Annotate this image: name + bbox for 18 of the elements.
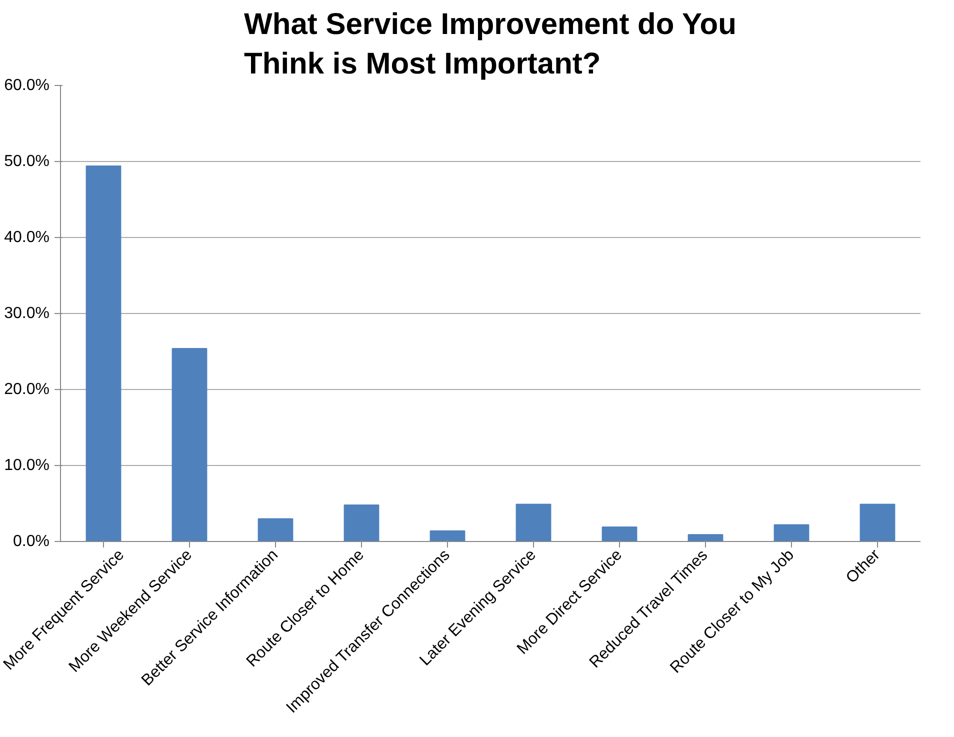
- y-tick-label: 0.0%: [13, 533, 50, 550]
- bar: [258, 518, 294, 542]
- y-tick-label: 50.0%: [4, 153, 50, 170]
- bar: [86, 166, 122, 542]
- y-tick-label: 20.0%: [4, 381, 50, 398]
- bar: [172, 348, 208, 542]
- bar: [774, 524, 810, 542]
- bar: [602, 526, 638, 542]
- bar: [688, 534, 724, 542]
- y-tick-label: 60.0%: [4, 77, 50, 94]
- y-tick-label: 10.0%: [4, 457, 50, 474]
- bar: [430, 530, 466, 542]
- bar: [860, 504, 896, 542]
- bar: [516, 504, 552, 542]
- y-tick-label: 30.0%: [4, 305, 50, 322]
- y-tick-label: 40.0%: [4, 229, 50, 246]
- bar: [344, 504, 380, 542]
- chart-title: What Service Improvement do You Think is Most Important?: [244, 8, 736, 80]
